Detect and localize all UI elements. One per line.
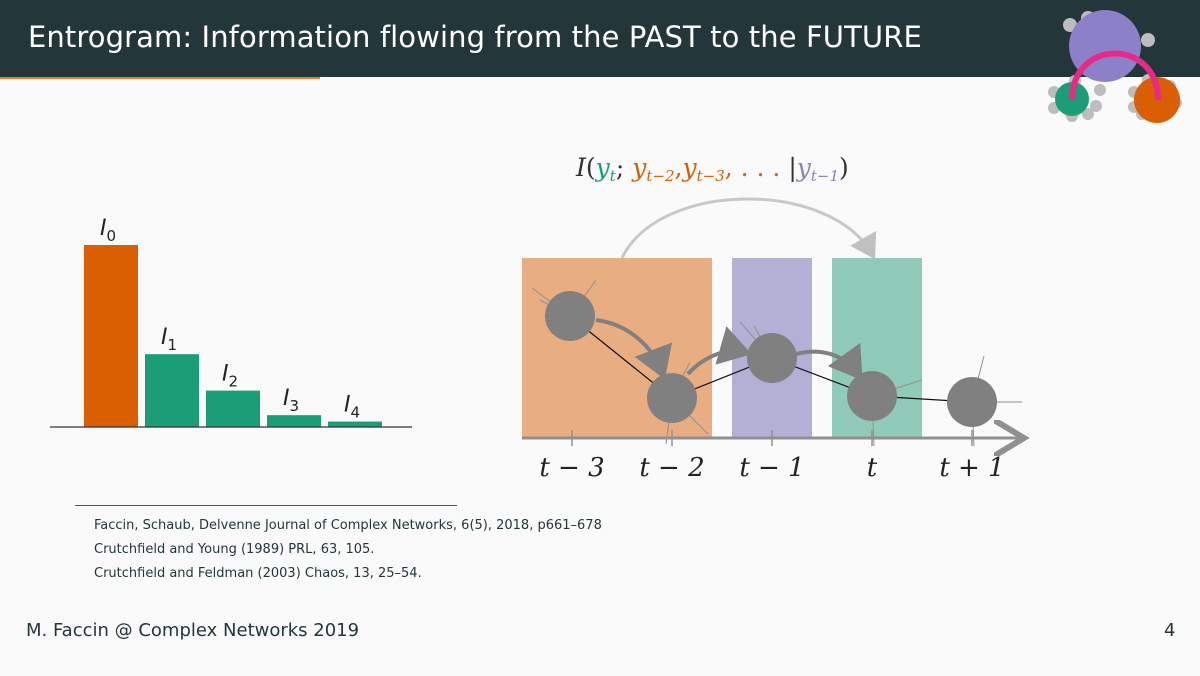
axis-ticks: [571, 430, 973, 446]
reference-item: Crutchfield and Feldman (2003) Chaos, 13…: [94, 566, 422, 581]
bar-label-2: I2: [222, 362, 238, 391]
tick-label-t: t: [867, 453, 878, 483]
bar-4: [328, 421, 382, 427]
bar-2: [206, 390, 260, 427]
entrogram-bar-plot: I0 I1 I2 I3 I4: [50, 216, 412, 428]
tick-labels: t − 3 t − 2 t − 1 t t + 1: [539, 453, 1004, 483]
node-t-plus-1: [947, 377, 997, 427]
tick-label-t-minus-3: t − 3: [539, 453, 604, 483]
bar-label-3: I3: [283, 386, 299, 415]
bar-labels-group: I0 I1 I2 I3 I4: [100, 216, 360, 422]
bars-group: [84, 245, 382, 427]
bar-1: [145, 354, 199, 427]
reference-item: Crutchfield and Young (1989) PRL, 63, 10…: [94, 542, 375, 557]
bar-label-0: I0: [100, 216, 116, 245]
node-t-minus-1: [747, 333, 797, 383]
network-logo-icon: [1048, 10, 1182, 123]
references-rule: [75, 505, 457, 506]
tick-label-t-minus-2: t − 2: [639, 453, 704, 483]
bar-label-4: I4: [344, 393, 360, 422]
flow-arrows: [595, 318, 863, 381]
bar-3: [267, 415, 321, 427]
node-t-minus-2: [647, 373, 697, 423]
page-number: 4: [1164, 620, 1176, 641]
reference-item: Faccin, Schaub, Delvenne Journal of Comp…: [94, 518, 602, 533]
slide-title: Entrogram: Information flowing from the …: [28, 20, 922, 54]
past-to-future-arrow: [620, 197, 877, 260]
title-underline: [0, 77, 320, 79]
information-flow-diagram: I(yt; yt−2,yt−3, . . . |yt−1): [522, 153, 1040, 483]
node-t-minus-3: [545, 291, 595, 341]
nodes: [545, 291, 997, 427]
title-bar: Entrogram: Information flowing from the …: [0, 0, 1200, 77]
bar-label-1: I1: [161, 325, 177, 354]
node-t: [847, 371, 897, 421]
footer-author: M. Faccin @ Complex Networks 2019: [26, 620, 360, 641]
tick-label-t-minus-1: t − 1: [739, 453, 804, 483]
tick-label-t-plus-1: t + 1: [939, 453, 1004, 483]
bar-0: [84, 245, 138, 427]
references: Faccin, Schaub, Delvenne Journal of Comp…: [94, 518, 602, 590]
logo-arc: [1069, 50, 1161, 101]
formula: I(yt; yt−2,yt−3, . . . |yt−1): [575, 153, 849, 185]
